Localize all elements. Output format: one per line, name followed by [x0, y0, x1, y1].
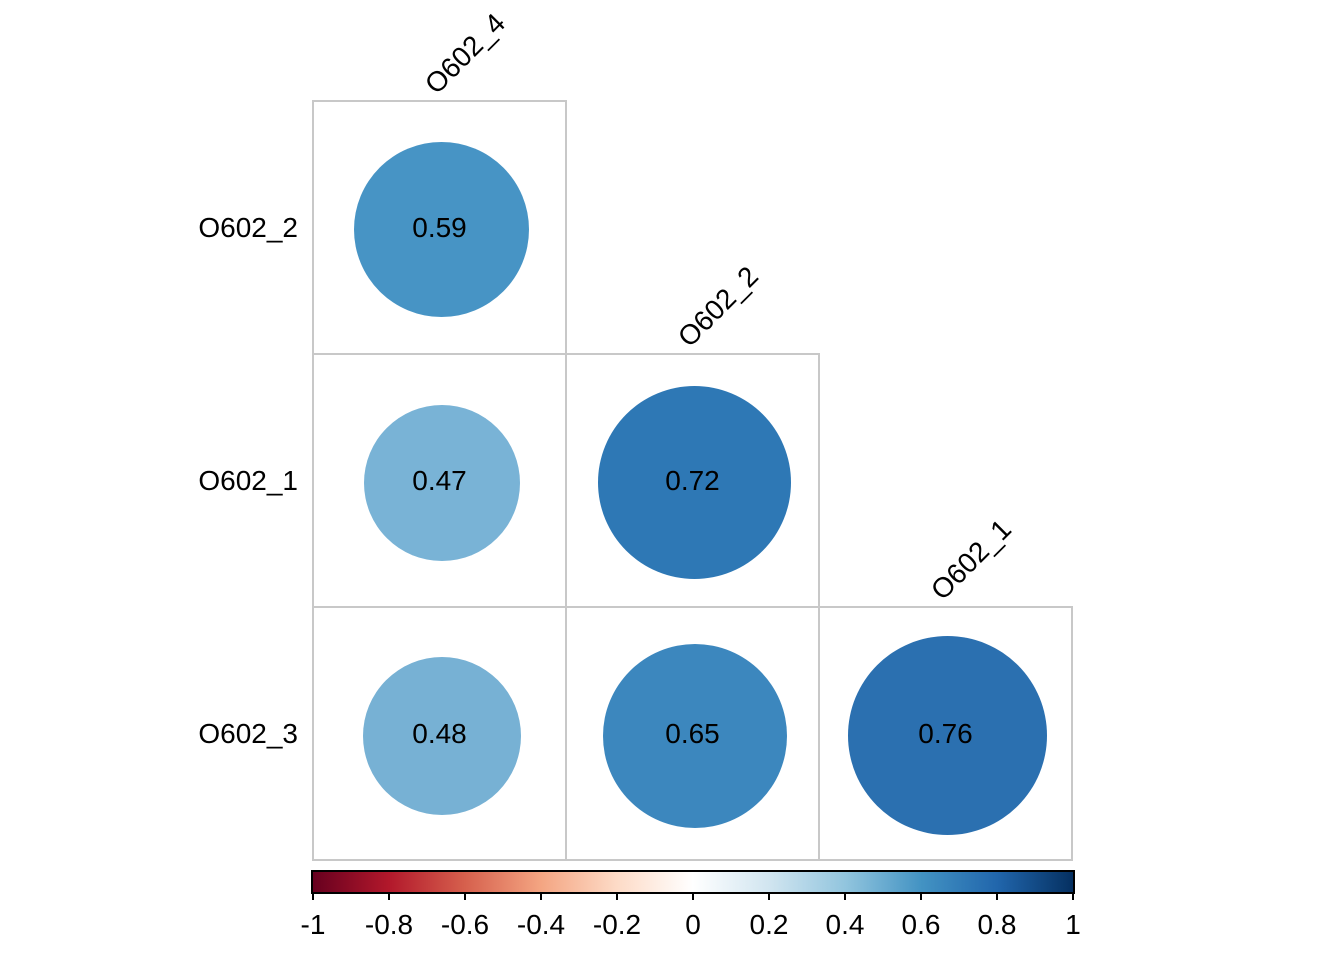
colorbar-tick-label: 0.8 — [977, 909, 1017, 940]
colorbar-tick-label: -0.2 — [592, 909, 642, 940]
correlation-value-label: 0.76 — [918, 717, 973, 749]
colorbar-gradient — [311, 870, 1075, 894]
colorbar-tick-label: -0.8 — [364, 909, 414, 940]
matrix-cell: 0.72 — [565, 353, 820, 608]
matrix-cell: 0.47 — [312, 353, 567, 608]
colorbar-tick-label: -0.6 — [440, 909, 490, 940]
column-label: O602_2 — [671, 260, 764, 353]
correlation-circle — [363, 404, 520, 561]
correlation-circle — [362, 656, 521, 815]
colorbar-tick — [844, 893, 846, 900]
correlation-circle — [354, 142, 529, 317]
correlation-circle — [602, 643, 787, 828]
colorbar-tick — [1072, 893, 1074, 900]
colorbar-tick — [540, 893, 542, 900]
colorbar-tick-label: 0 — [685, 909, 701, 940]
row-label: O602_2 — [198, 212, 298, 243]
colorbar-tick — [768, 893, 770, 900]
correlation-value-label: 0.59 — [412, 211, 467, 243]
colorbar-tick-label: -0.4 — [516, 909, 566, 940]
colorbar-tick-label: -1 — [300, 909, 326, 940]
colorbar-tick — [996, 893, 998, 900]
correlation-value-label: 0.48 — [412, 717, 467, 749]
column-label: O602_4 — [418, 7, 511, 100]
correlation-circle — [848, 636, 1047, 835]
colorbar-tick-label: 0.4 — [825, 909, 865, 940]
colorbar-tick — [388, 893, 390, 900]
row-label: O602_1 — [198, 465, 298, 496]
matrix-cell: 0.65 — [565, 606, 820, 861]
matrix-cell: 0.48 — [312, 606, 567, 861]
colorbar-tick-label: 1 — [1065, 909, 1081, 940]
colorbar-tick-label: 0.6 — [901, 909, 941, 940]
matrix-cell: 0.76 — [818, 606, 1073, 861]
correlation-value-label: 0.65 — [665, 717, 720, 749]
colorbar-tick — [464, 893, 466, 900]
colorbar-tick — [920, 893, 922, 900]
column-label: O602_1 — [924, 513, 1017, 606]
correlation-value-label: 0.72 — [665, 464, 720, 496]
colorbar-tick — [616, 893, 618, 900]
colorbar-tick-label: 0.2 — [749, 909, 789, 940]
row-label: O602_3 — [198, 718, 298, 749]
correlation-value-label: 0.47 — [412, 464, 467, 496]
colorbar-tick — [692, 893, 694, 900]
correlation-circle — [598, 386, 791, 579]
matrix-cell: 0.59 — [312, 100, 567, 355]
colorbar-tick — [312, 893, 314, 900]
